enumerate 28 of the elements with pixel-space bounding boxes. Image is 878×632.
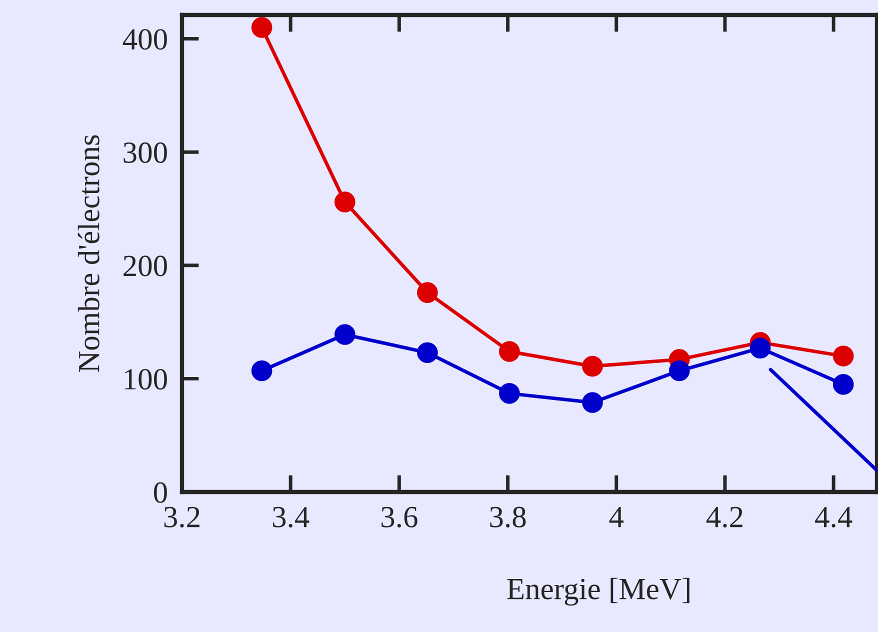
point [334, 192, 356, 212]
y-axis-title: Nombre d'électrons [78, 135, 100, 372]
x-tick-label: 3.8 [490, 506, 526, 528]
point [668, 360, 690, 382]
x-tick-label: 4.2 [706, 506, 742, 528]
y-tick-label: 0 [154, 482, 167, 503]
point [582, 356, 603, 377]
point [832, 346, 854, 366]
y-tick-label: 400 [122, 29, 167, 50]
x-tick-label: 3.2 [164, 506, 200, 528]
x-tick-label: 3.4 [272, 506, 310, 528]
y-tick-label: 100 [124, 368, 167, 390]
point [750, 338, 771, 359]
point [417, 342, 438, 364]
x-tick-label: 4.4 [815, 506, 852, 528]
x-tick-label: 4 [609, 506, 624, 528]
point [498, 341, 520, 362]
point [498, 383, 520, 404]
y-tick-label: 300 [124, 142, 167, 163]
y-tick-label: 200 [124, 256, 167, 276]
point [582, 392, 603, 413]
x-tick-label: 3.6 [382, 506, 418, 528]
point [251, 17, 272, 38]
x-axis-title: Energie [MeV] [507, 578, 690, 606]
point [251, 360, 272, 382]
point [417, 282, 438, 304]
point [334, 324, 356, 345]
point [832, 374, 854, 395]
